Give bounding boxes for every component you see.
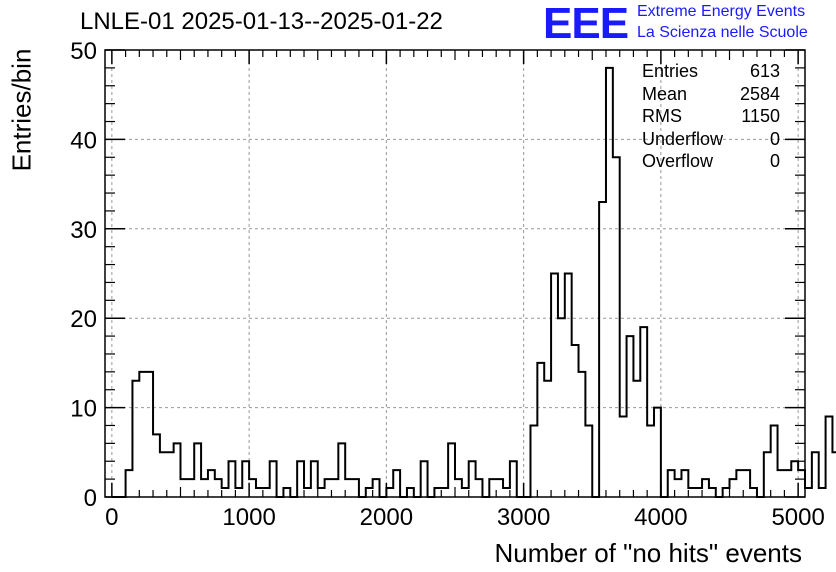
stats-row-mean: Mean 2584 bbox=[642, 83, 780, 106]
stats-label: RMS bbox=[642, 106, 682, 126]
stats-label: Entries bbox=[642, 61, 699, 81]
y-tick-label: 0 bbox=[84, 485, 97, 512]
logo-line-2: La Scienza nelle Scuole bbox=[637, 24, 808, 41]
stats-label: Mean bbox=[642, 83, 688, 104]
stats-value: 0 bbox=[769, 151, 780, 171]
x-tick-label: 0 bbox=[105, 504, 118, 531]
stats-row-underflow: Underflow 0 bbox=[642, 128, 780, 151]
stats-value: 2584 bbox=[739, 83, 780, 104]
y-tick-label: 10 bbox=[70, 396, 97, 423]
stats-row-rms: RMS 1150 bbox=[642, 105, 780, 128]
y-tick-label: 40 bbox=[70, 127, 97, 154]
stats-label: Underflow bbox=[642, 128, 724, 149]
x-tick-label: 5000 bbox=[771, 504, 824, 531]
stats-value: 1150 bbox=[741, 106, 780, 126]
stats-label: Overflow bbox=[642, 151, 714, 171]
chart-title: LNLE-01 2025-01-13--2025-01-22 bbox=[80, 8, 443, 35]
stats-value: 613 bbox=[749, 61, 780, 81]
stats-row-entries: Entries 613 bbox=[642, 60, 780, 83]
y-tick-label: 20 bbox=[70, 306, 97, 333]
x-tick-label: 2000 bbox=[360, 504, 413, 531]
x-tick-label: 3000 bbox=[497, 504, 550, 531]
stats-value: 0 bbox=[769, 128, 780, 149]
logo-line-1: Extreme Energy Events bbox=[637, 3, 806, 20]
y-axis-ticks: 0 10 20 30 40 50 bbox=[70, 38, 805, 512]
y-axis-label: Entries/bin bbox=[6, 48, 37, 172]
x-tick-label: 4000 bbox=[634, 504, 687, 531]
x-axis-ticks: 0 1000 2000 3000 4000 5000 bbox=[105, 50, 825, 531]
y-tick-label: 30 bbox=[70, 217, 97, 244]
stats-box: Entries 613 Mean 2584 RMS 1150 Underflow 0 O… bbox=[642, 60, 780, 173]
stats-row-overflow: Overflow 0 bbox=[642, 150, 780, 173]
x-tick-label: 1000 bbox=[222, 504, 275, 531]
eee-logo: EEE bbox=[543, 0, 629, 48]
x-axis-label: Number of "no hits" events bbox=[494, 538, 803, 568]
y-tick-label: 50 bbox=[70, 38, 97, 65]
grid-lines bbox=[105, 50, 805, 497]
